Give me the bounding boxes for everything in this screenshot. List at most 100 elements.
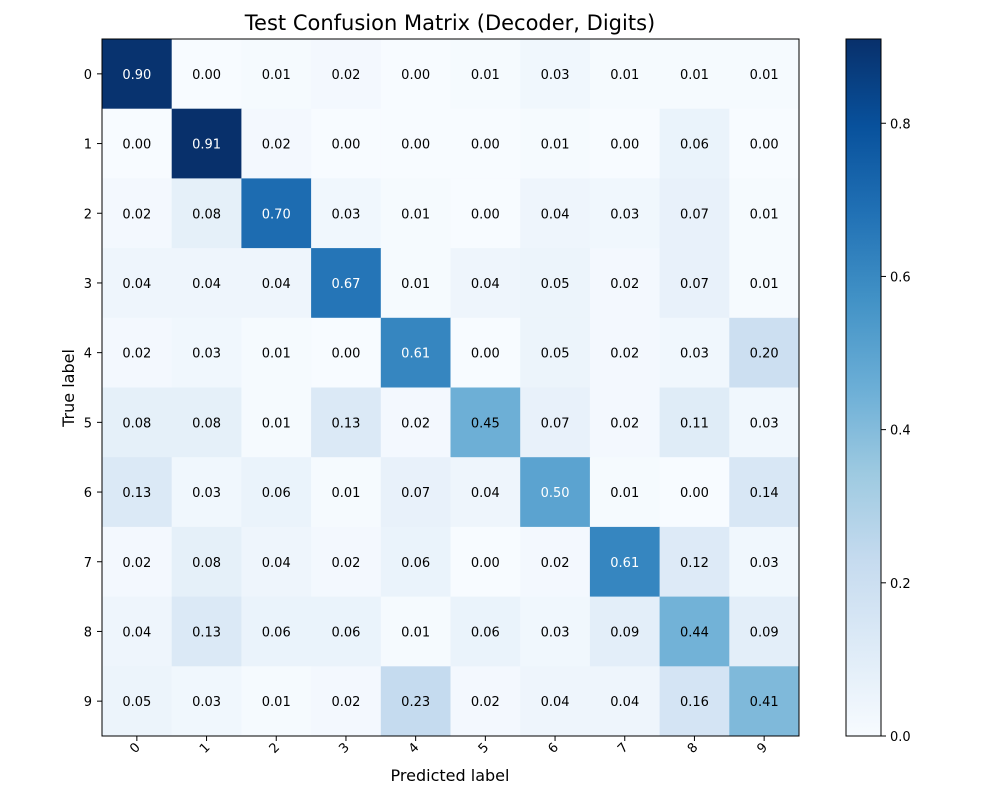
cell-value-label: 0.00 <box>401 138 430 153</box>
cell-value-label: 0.67 <box>331 277 360 292</box>
cell-value-label: 0.13 <box>331 416 360 431</box>
heatmap-cell <box>450 387 521 458</box>
colorbar: 0.0 0.2 0.4 0.6 0.8 <box>845 38 911 745</box>
y-axis-label: True label <box>59 349 78 428</box>
heatmap-cell <box>450 596 521 667</box>
cell-value-label: 0.01 <box>401 625 430 640</box>
cell-value-label: 0.00 <box>680 486 709 501</box>
heatmap-cell <box>729 248 800 319</box>
cell-value-label: 0.00 <box>610 138 639 153</box>
plot-frame <box>101 38 800 737</box>
heatmap-cell <box>241 526 312 598</box>
cell-value-label: 0.01 <box>610 68 639 83</box>
chart-title: Test Confusion Matrix (Decoder, Digits) <box>244 11 655 35</box>
colorbar-tick-label: 0.2 <box>890 577 911 592</box>
cell-value-label: 0.01 <box>750 207 779 222</box>
cell-value-label: 0.00 <box>331 347 360 362</box>
cell-value-label: 0.03 <box>192 486 221 501</box>
cell-value-label: 0.02 <box>122 347 151 362</box>
heatmap-cell <box>520 457 591 528</box>
cell-value-label: 0.91 <box>192 138 221 153</box>
cell-value-label: 0.06 <box>262 486 291 501</box>
cell-value-label: 0.07 <box>401 486 430 501</box>
cell-value-label: 0.02 <box>262 138 291 153</box>
cell-value-label: 0.14 <box>750 486 779 501</box>
heatmap-cell <box>311 108 382 179</box>
cell-value-label: 0.04 <box>610 695 639 710</box>
heatmap-cell <box>729 108 800 179</box>
heatmap-cell <box>589 317 661 388</box>
cell-value-label: 0.04 <box>262 556 291 571</box>
cell-value-label: 0.00 <box>122 138 151 153</box>
heatmap-cell <box>241 457 312 528</box>
heatmap-cell <box>659 39 730 110</box>
heatmap-cell <box>171 387 242 458</box>
cell-value-label: 0.01 <box>541 138 570 153</box>
cell-value-label: 0.03 <box>541 625 570 640</box>
heatmap-cell <box>450 457 521 528</box>
cell-value-label: 0.02 <box>541 556 570 571</box>
y-tick-label: 5 <box>84 416 92 431</box>
cell-value-label: 0.00 <box>750 138 779 153</box>
heatmap-cell <box>659 178 730 249</box>
heatmap-cell <box>659 387 730 458</box>
cell-value-label: 0.02 <box>471 695 500 710</box>
colorbar-tick-label: 0.6 <box>890 270 911 285</box>
heatmap-cell <box>659 526 730 598</box>
heatmap-cell <box>520 526 591 598</box>
cell-value-label: 0.01 <box>262 68 291 83</box>
y-tick-label: 3 <box>84 277 92 292</box>
cell-value-label: 0.07 <box>680 207 709 222</box>
cell-value-label: 0.04 <box>471 277 500 292</box>
cell-value-label: 0.03 <box>750 556 779 571</box>
heatmap-cell <box>450 317 521 388</box>
x-axis-label: Predicted label <box>391 766 510 785</box>
heatmap-cell <box>102 108 173 179</box>
y-axis-ticks: 0 1 2 3 4 5 6 7 8 9 <box>84 68 102 710</box>
heatmap-cell <box>520 108 591 179</box>
heatmap-cell <box>589 39 661 110</box>
cell-value-label: 0.09 <box>750 625 779 640</box>
x-tick-label: 8 <box>685 740 701 756</box>
heatmap-cell <box>659 108 730 179</box>
x-tick-label: 1 <box>197 740 213 756</box>
heatmap-cell <box>520 387 591 458</box>
cell-value-label: 0.23 <box>401 695 430 710</box>
cell-value-label: 0.05 <box>541 277 570 292</box>
cell-value-label: 0.61 <box>401 347 430 362</box>
heatmap-cell <box>241 666 312 737</box>
cell-value-label: 0.06 <box>401 556 430 571</box>
x-tick-label: 5 <box>476 740 492 756</box>
heatmap-cell <box>311 457 382 528</box>
heatmap-cell <box>380 666 451 737</box>
colorbar-tick-label: 0.8 <box>890 117 911 132</box>
cell-value-label: 0.01 <box>750 68 779 83</box>
heatmap-cell <box>311 526 382 598</box>
heatmap-cell <box>589 666 661 737</box>
heatmap-cell <box>520 596 591 667</box>
cell-value-label: 0.03 <box>680 347 709 362</box>
x-tick-label: 4 <box>406 740 422 756</box>
cell-value-label: 0.02 <box>331 68 360 83</box>
x-tick-label: 2 <box>267 740 283 756</box>
cell-value-label: 0.01 <box>262 695 291 710</box>
cell-value-label: 0.13 <box>122 486 151 501</box>
cell-value-label: 0.90 <box>122 68 151 83</box>
cell-value-label: 0.44 <box>680 625 709 640</box>
cell-value-label: 0.06 <box>262 625 291 640</box>
heatmap-cell <box>729 317 800 388</box>
cell-value-label: 0.03 <box>610 207 639 222</box>
cell-value-label: 0.00 <box>192 68 221 83</box>
heatmap-cell <box>729 526 800 598</box>
cell-value-label: 0.03 <box>750 416 779 431</box>
heatmap-cell <box>171 108 242 179</box>
cell-value-label: 0.04 <box>192 277 221 292</box>
heatmap-cell <box>729 178 800 249</box>
heatmap-cell <box>241 596 312 667</box>
heatmap-cell <box>380 387 451 458</box>
heatmap-cell <box>729 457 800 528</box>
cell-value-label: 0.00 <box>471 347 500 362</box>
x-tick-label: 7 <box>615 740 631 756</box>
heatmap-cell <box>589 457 661 528</box>
